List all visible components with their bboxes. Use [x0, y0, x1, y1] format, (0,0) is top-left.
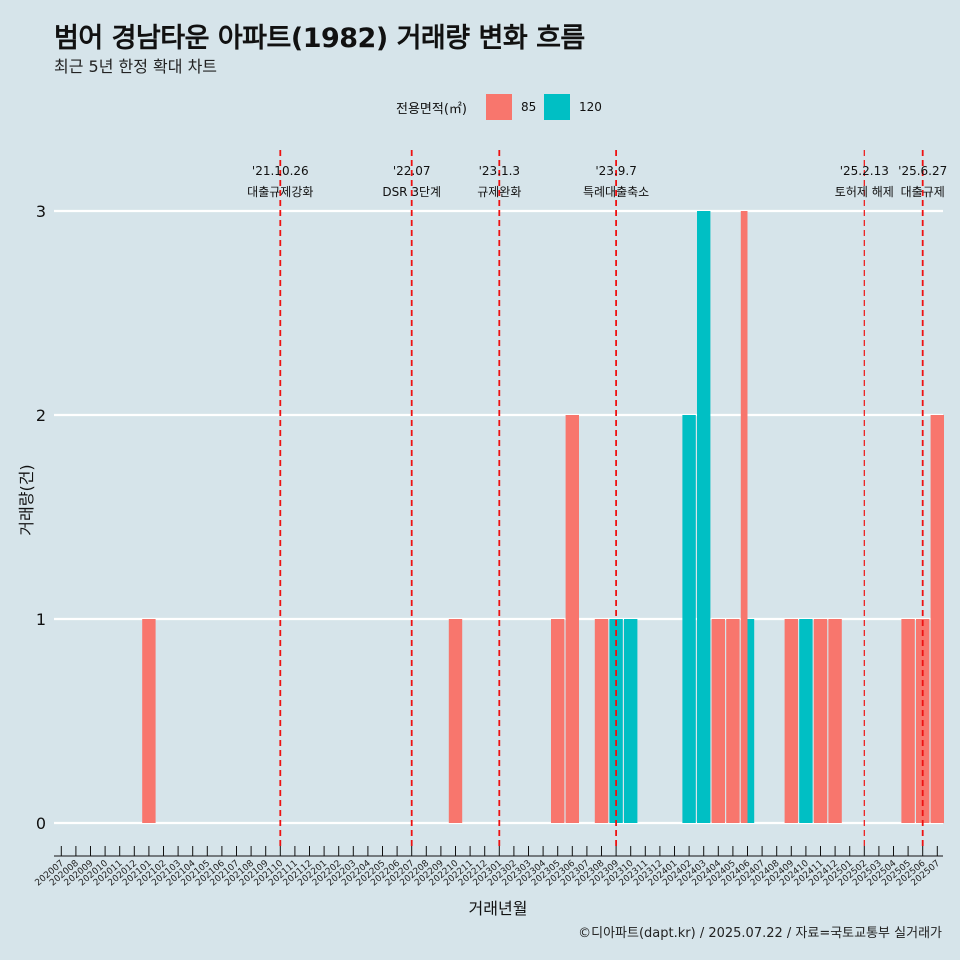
bar-85-202308 [594, 619, 609, 823]
bar-85-202210 [448, 619, 463, 823]
source-footer: ©디아파트(dapt.kr) / 2025.07.22 / 자료=국토교통부 실… [578, 926, 942, 941]
bar-120-202410 [799, 619, 813, 823]
event-date-2: '23.1.3 [479, 164, 520, 178]
legend: 전용면적(㎡) 85 120 [0, 94, 960, 120]
event-label-4: 토허제 해제 [835, 185, 894, 199]
bar-120-202310 [624, 619, 638, 823]
y-tick-label-1: 1 [36, 610, 46, 629]
event-date-3: '23.9.7 [595, 164, 636, 178]
event-label-3: 특례대출축소 [583, 185, 649, 199]
legend-label-120: 120 [579, 100, 602, 114]
bar-85-202306 [565, 415, 579, 823]
bar-120-202403 [697, 211, 711, 823]
chart-title: 범어 경남타운 아파트(1982) 거래량 변화 흐름 [54, 23, 585, 54]
bar-85-202404 [711, 619, 725, 823]
event-date-5: '25.6.27 [898, 164, 947, 178]
event-date-1: '22.07 [393, 164, 431, 178]
y-tick-label-0: 0 [36, 814, 46, 833]
y-tick-label-2: 2 [36, 406, 46, 425]
event-date-4: '25.2.13 [840, 164, 889, 178]
bar-85-202411 [813, 619, 828, 823]
bar-85-202409 [784, 619, 798, 823]
bar-85-202101 [142, 619, 156, 823]
legend-key-120 [544, 94, 570, 120]
legend-title: 전용면적(㎡) [396, 102, 467, 117]
bar-85-202507 [930, 415, 944, 823]
x-axis-title: 거래년월 [469, 899, 528, 918]
legend-label-85: 85 [521, 100, 537, 114]
event-label-1: DSR 3단계 [382, 185, 441, 199]
event-label-5: 대출규제 [901, 185, 945, 199]
legend-key-85 [486, 94, 512, 120]
bar-85-202505 [901, 619, 915, 823]
event-label-0: 대출규제강화 [247, 185, 313, 199]
chart-subtitle: 최근 5년 한정 확대 차트 [54, 57, 218, 76]
y-tick-label-3: 3 [36, 202, 46, 221]
bar-85-202305 [551, 619, 565, 823]
bar-85-202412 [828, 619, 842, 823]
bar-120-202406 [747, 619, 755, 823]
event-label-2: 규제완화 [477, 185, 521, 199]
bar-85-202406 [740, 211, 748, 823]
bar-120-202402 [682, 415, 696, 823]
y-axis-title: 거래량(건) [17, 464, 36, 535]
bar-85-202405 [726, 619, 740, 823]
event-date-0: '21.10.26 [252, 164, 309, 178]
